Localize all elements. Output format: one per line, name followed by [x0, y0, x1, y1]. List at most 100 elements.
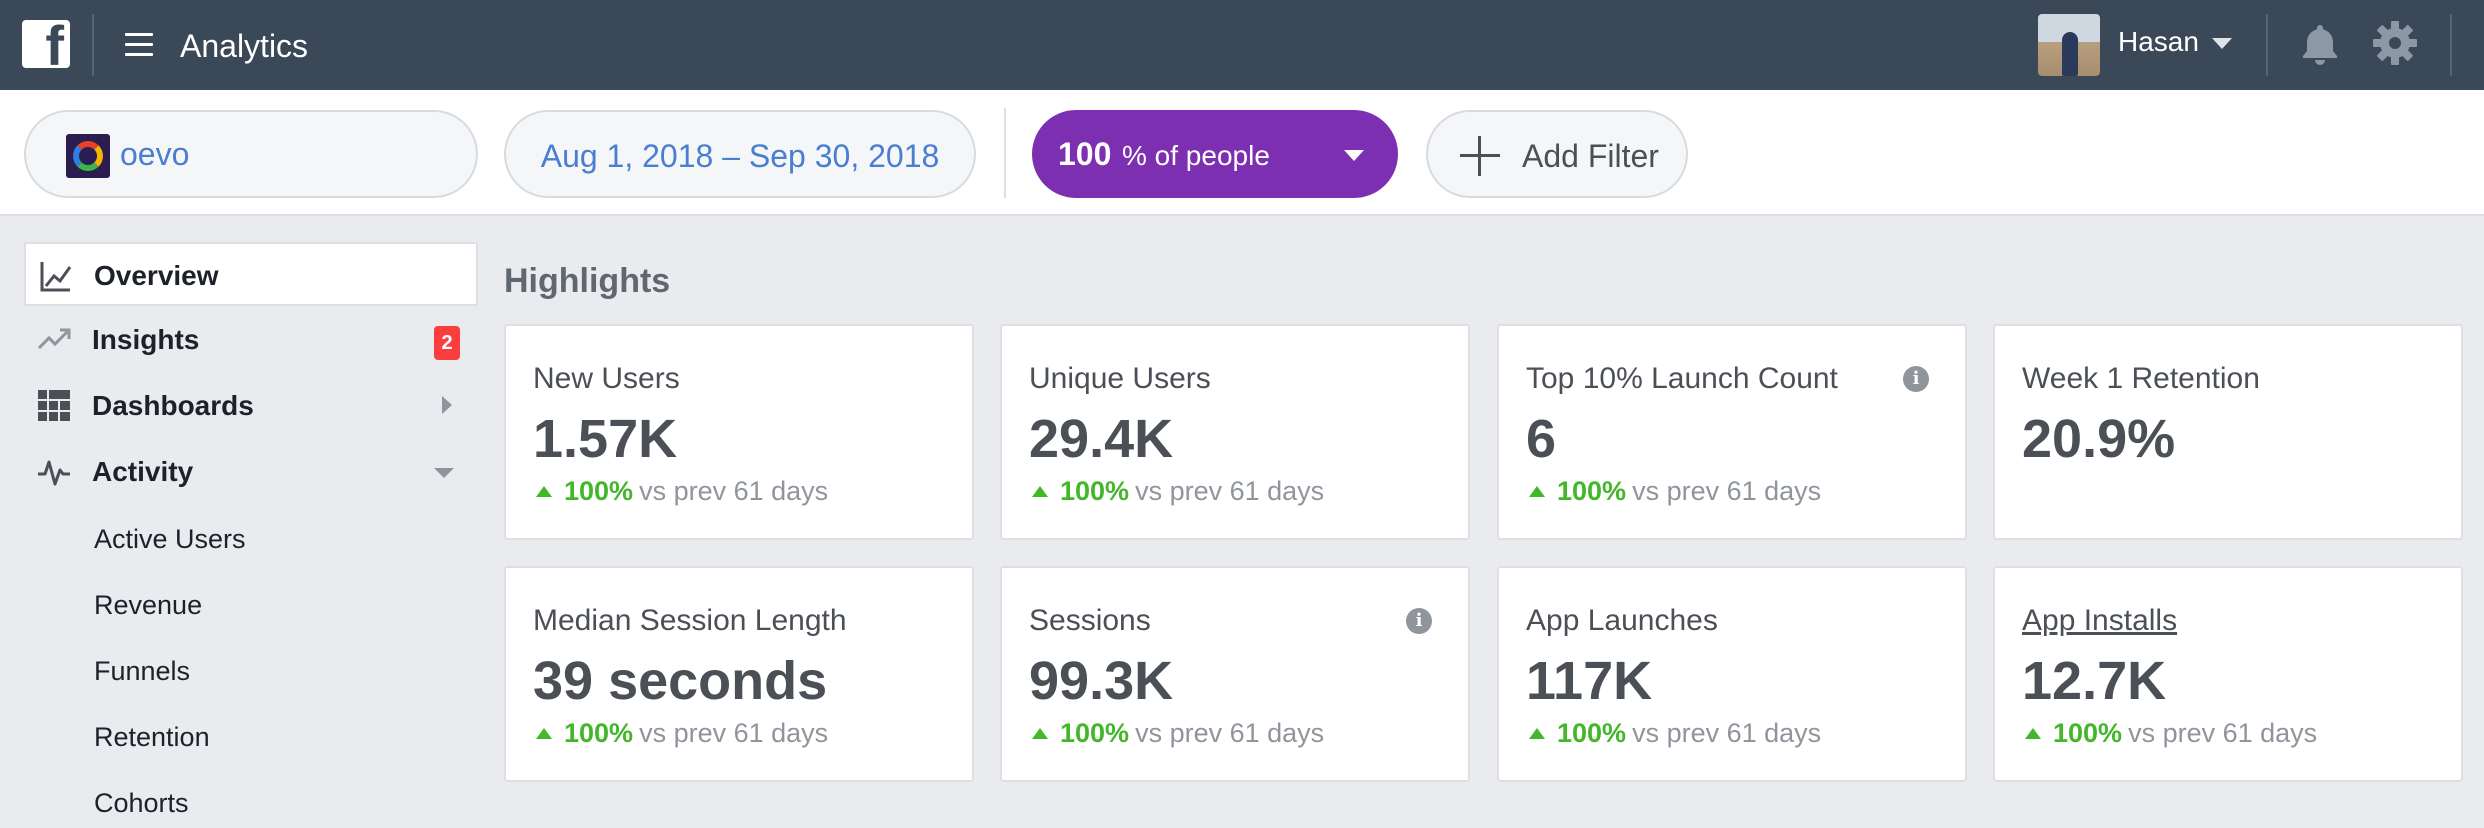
- metric-change: 100% vs prev 61 days: [2025, 718, 2317, 749]
- sidebar-item-label: Dashboards: [92, 390, 254, 421]
- metric-label: App Launches: [1526, 604, 1718, 637]
- grid-icon: [38, 390, 70, 421]
- filter-bar: oevo Aug 1, 2018 – Sep 30, 2018 100 % of…: [0, 90, 2484, 216]
- sidebar-item-label: Insights: [92, 324, 200, 355]
- chevron-down-icon: [1344, 150, 1364, 161]
- comparison-label: vs prev 61 days: [1632, 476, 1822, 506]
- plus-icon: [1460, 136, 1500, 176]
- change-percent: 100%: [564, 718, 634, 748]
- sidebar-item-overview[interactable]: Overview: [24, 242, 478, 306]
- divider: [92, 14, 94, 76]
- change-percent: 100%: [1060, 718, 1130, 748]
- metric-card-median-session-length[interactable]: Median Session Length 39 seconds 100% vs …: [504, 566, 974, 782]
- metric-change: 100% vs prev 61 days: [1529, 718, 1821, 749]
- date-range-label: Aug 1, 2018 – Sep 30, 2018: [540, 138, 940, 174]
- metric-card-top-launch-count[interactable]: Top 10% Launch Count i 6 100% vs prev 61 …: [1497, 324, 1967, 540]
- comparison-label: vs prev 61 days: [1632, 718, 1822, 748]
- notification-badge: 2: [434, 326, 460, 360]
- divider: [2450, 14, 2452, 76]
- user-name[interactable]: Hasan: [2118, 26, 2199, 57]
- people-percent: 100: [1058, 136, 1112, 172]
- chevron-right-icon[interactable]: [442, 396, 452, 414]
- avatar[interactable]: [2038, 14, 2100, 76]
- sidebar-subitem-funnels[interactable]: Funnels: [94, 656, 191, 686]
- menu-icon[interactable]: [125, 33, 153, 57]
- chart-icon: [40, 262, 72, 292]
- comparison-label: vs prev 61 days: [2128, 718, 2318, 748]
- metric-card-week1-retention[interactable]: Week 1 Retention 20.9%: [1993, 324, 2463, 540]
- app-logo-icon: [66, 134, 110, 178]
- metric-card-sessions[interactable]: Sessions i 99.3K 100% vs prev 61 days: [1000, 566, 1470, 782]
- gear-icon[interactable]: [2370, 18, 2420, 68]
- metric-label-link[interactable]: App Installs: [2022, 604, 2178, 637]
- info-icon[interactable]: i: [1406, 608, 1432, 634]
- sidebar-item-dashboards[interactable]: Dashboards: [24, 374, 478, 438]
- section-title: Highlights: [504, 262, 671, 300]
- metric-change: 100% vs prev 61 days: [536, 476, 828, 507]
- add-filter-button[interactable]: Add Filter: [1426, 110, 1688, 198]
- chevron-down-icon[interactable]: [2212, 38, 2232, 49]
- sidebar-subitem-active-users[interactable]: Active Users: [94, 524, 246, 554]
- sidebar-subitem-revenue[interactable]: Revenue: [94, 590, 203, 620]
- top-bar: f Analytics Hasan: [0, 0, 2484, 90]
- trend-icon: [37, 328, 71, 350]
- change-percent: 100%: [2053, 718, 2123, 748]
- arrow-up-icon: [1529, 486, 1545, 497]
- metric-change: 100% vs prev 61 days: [536, 718, 828, 749]
- metric-label: Median Session Length: [533, 604, 847, 637]
- metric-card-app-installs[interactable]: App Installs 12.7K 100% vs prev 61 days: [1993, 566, 2463, 782]
- metric-value: 39 seconds: [533, 651, 828, 711]
- sidebar-item-label: Activity: [92, 456, 194, 487]
- people-filter-dropdown[interactable]: 100 % of people: [1032, 110, 1398, 198]
- facebook-logo-icon[interactable]: f: [22, 20, 70, 68]
- bell-icon[interactable]: [2296, 20, 2344, 68]
- metric-card-app-launches[interactable]: App Launches 117K 100% vs prev 61 days: [1497, 566, 1967, 782]
- change-percent: 100%: [564, 476, 634, 506]
- date-range-picker[interactable]: Aug 1, 2018 – Sep 30, 2018: [504, 110, 976, 198]
- arrow-up-icon: [536, 486, 552, 497]
- comparison-label: vs prev 61 days: [1135, 476, 1325, 506]
- change-percent: 100%: [1060, 476, 1130, 506]
- pulse-icon: [38, 460, 70, 486]
- metric-label: Top 10% Launch Count: [1526, 362, 1838, 395]
- metric-value: 29.4K: [1029, 409, 1174, 469]
- people-label: % of people: [1122, 140, 1270, 171]
- arrow-up-icon: [1032, 728, 1048, 739]
- metric-label: Week 1 Retention: [2022, 362, 2260, 395]
- metric-change: 100% vs prev 61 days: [1529, 476, 1821, 507]
- sidebar-item-label: Overview: [94, 260, 219, 291]
- metric-change: 100% vs prev 61 days: [1032, 476, 1324, 507]
- metric-value: 99.3K: [1029, 651, 1174, 711]
- divider: [2266, 14, 2268, 76]
- change-percent: 100%: [1557, 476, 1627, 506]
- metric-card-unique-users[interactable]: Unique Users 29.4K 100% vs prev 61 days: [1000, 324, 1470, 540]
- metric-value: 20.9%: [2022, 409, 2176, 469]
- app-name: oevo: [120, 136, 190, 172]
- change-percent: 100%: [1557, 718, 1627, 748]
- app-title: Analytics: [180, 28, 309, 64]
- comparison-label: vs prev 61 days: [639, 718, 829, 748]
- metric-label: New Users: [533, 362, 680, 395]
- comparison-label: vs prev 61 days: [639, 476, 829, 506]
- arrow-up-icon: [1032, 486, 1048, 497]
- metric-value: 6: [1526, 409, 1557, 469]
- metric-change: 100% vs prev 61 days: [1032, 718, 1324, 749]
- info-icon[interactable]: i: [1903, 366, 1929, 392]
- sidebar-item-insights[interactable]: Insights 2: [24, 308, 478, 372]
- metric-value: 1.57K: [533, 409, 678, 469]
- metric-label: Unique Users: [1029, 362, 1211, 395]
- metric-label: Sessions: [1029, 604, 1151, 637]
- arrow-up-icon: [2025, 728, 2041, 739]
- divider: [1004, 108, 1006, 198]
- metric-value: 117K: [1526, 651, 1653, 711]
- metric-value: 12.7K: [2022, 651, 2167, 711]
- chevron-down-icon[interactable]: [434, 468, 454, 478]
- sidebar-subitem-cohorts[interactable]: Cohorts: [94, 788, 189, 818]
- sidebar-subitem-retention[interactable]: Retention: [94, 722, 210, 752]
- add-filter-label: Add Filter: [1522, 138, 1659, 174]
- app-selector[interactable]: oevo: [24, 110, 478, 198]
- arrow-up-icon: [536, 728, 552, 739]
- metric-card-new-users[interactable]: New Users 1.57K 100% vs prev 61 days: [504, 324, 974, 540]
- comparison-label: vs prev 61 days: [1135, 718, 1325, 748]
- sidebar-item-activity[interactable]: Activity: [24, 440, 478, 504]
